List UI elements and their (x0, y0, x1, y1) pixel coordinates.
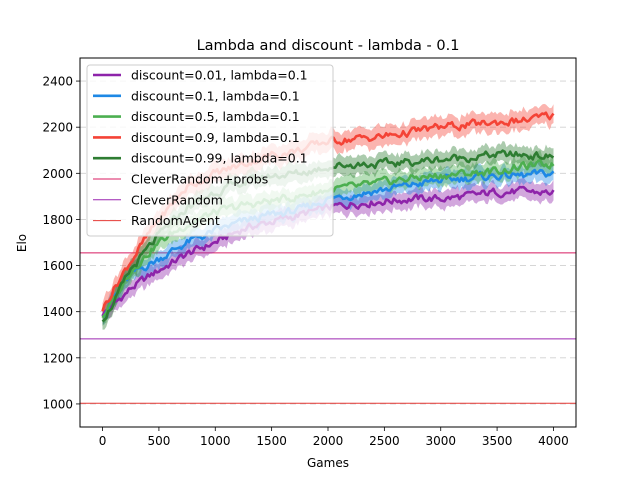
legend-label: RandomAgent (131, 213, 220, 228)
legend-entries: discount=0.01, lambda=0.1 discount=0.1, l… (93, 68, 308, 228)
x-tick-label: 2000 (313, 434, 344, 448)
y-tick-label: 2200 (42, 121, 73, 135)
x-tick-label: 3500 (482, 434, 513, 448)
legend-entry-discount-0-9-lambda-0-1: discount=0.9, lambda=0.1 (93, 130, 300, 145)
x-tick-label: 500 (147, 434, 170, 448)
y-tick-label: 1400 (42, 305, 73, 319)
x-tick-label: 1500 (256, 434, 287, 448)
legend-label: discount=0.99, lambda=0.1 (131, 151, 308, 166)
y-tick-label: 1000 (42, 397, 73, 411)
y-tick-label: 1800 (42, 213, 73, 227)
legend: discount=0.01, lambda=0.1 discount=0.1, l… (86, 64, 334, 237)
legend-label: discount=0.1, lambda=0.1 (131, 88, 300, 103)
legend-entry-randomagent: RandomAgent (93, 213, 220, 228)
legend-label: CleverRandom (131, 192, 223, 207)
legend-label: discount=0.5, lambda=0.1 (131, 109, 300, 124)
x-tick-label: 4000 (538, 434, 569, 448)
legend-entry-cleverrandom: CleverRandom (93, 192, 223, 207)
legend-label: discount=0.9, lambda=0.1 (131, 130, 300, 145)
y-tick-label: 1200 (42, 351, 73, 365)
x-tick-label: 3000 (425, 434, 456, 448)
legend-frame (86, 64, 334, 237)
y-axis-ticks: 1000 1200 1400 1600 1800 2000 2200 2400 (42, 75, 80, 411)
legend-entry-discount-0-5-lambda-0-1: discount=0.5, lambda=0.1 (93, 109, 300, 124)
legend-label: CleverRandom+probs (131, 172, 268, 187)
x-tick-label: 0 (99, 434, 107, 448)
chart-title: Lambda and discount - lambda - 0.1 (197, 38, 460, 54)
y-axis-label: Elo (15, 234, 29, 252)
legend-entry-cleverrandom-probs: CleverRandom+probs (93, 172, 268, 187)
x-tick-label: 1000 (200, 434, 231, 448)
legend-entry-discount-0-1-lambda-0-1: discount=0.1, lambda=0.1 (93, 88, 300, 103)
legend-entry-discount-0-01-lambda-0-1: discount=0.01, lambda=0.1 (93, 68, 308, 83)
reference-lines (80, 252, 576, 404)
legend-entry-discount-0-99-lambda-0-1: discount=0.99, lambda=0.1 (93, 151, 308, 166)
y-tick-label: 2400 (42, 75, 73, 89)
legend-label: discount=0.01, lambda=0.1 (131, 68, 308, 83)
y-tick-label: 1600 (42, 259, 73, 273)
y-tick-label: 2000 (42, 167, 73, 181)
x-axis-ticks: 0 500 1000 1500 2000 2500 3000 3500 4000 (99, 427, 569, 448)
x-tick-label: 2500 (369, 434, 400, 448)
x-axis-label: Games (307, 456, 349, 470)
